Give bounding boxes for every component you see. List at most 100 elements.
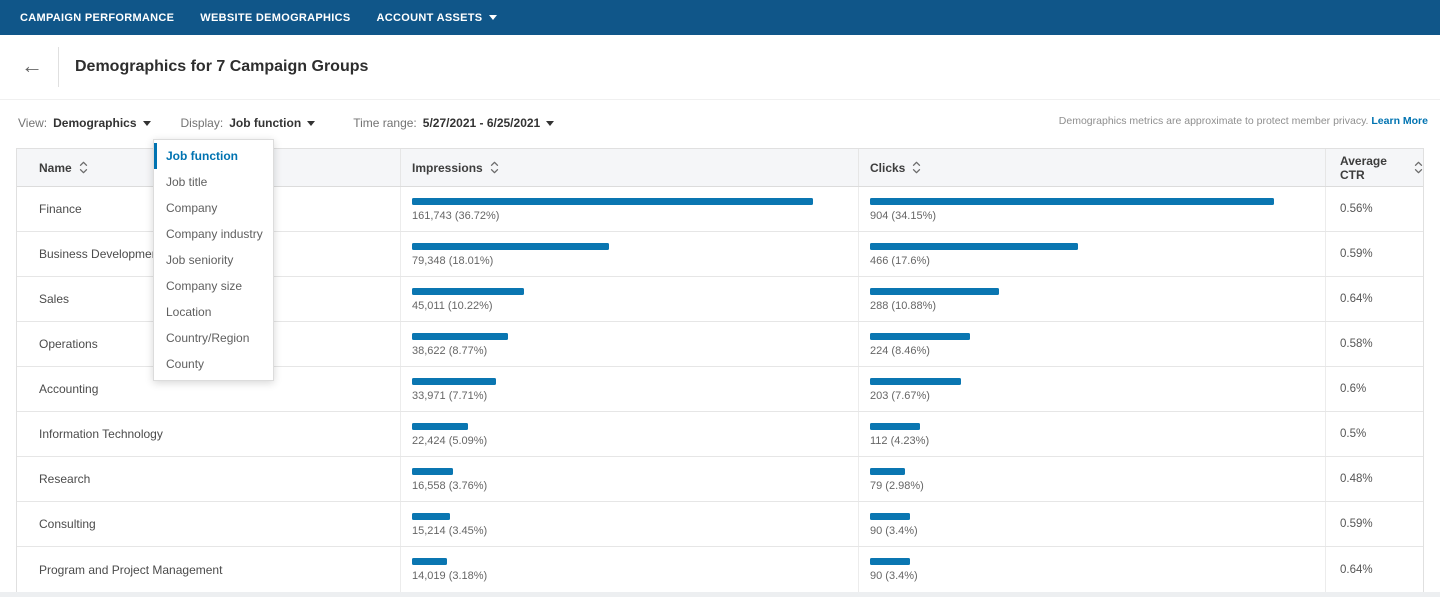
row-impressions-cell: 22,424 (5.09%) — [401, 412, 859, 456]
top-navigation: CAMPAIGN PERFORMANCE WEBSITE DEMOGRAPHICS… — [0, 0, 1440, 35]
dropdown-option-location[interactable]: Location — [166, 305, 212, 319]
row-avg-ctr-cell: 0.56% — [1326, 187, 1423, 231]
dropdown-option-job-title[interactable]: Job title — [166, 175, 208, 189]
avg-ctr-value: 0.59% — [1340, 518, 1373, 530]
table-row[interactable]: Program and Project Management 14,019 (3… — [17, 547, 1423, 592]
nav-item-account-assets[interactable]: ACCOUNT ASSETS — [377, 12, 498, 24]
clicks-bar — [870, 198, 1274, 205]
dropdown-option-county[interactable]: County — [166, 357, 205, 371]
back-arrow-icon[interactable]: ← — [21, 52, 43, 78]
row-name: Finance — [39, 202, 82, 216]
dropdown-option-company[interactable]: Company — [166, 201, 218, 215]
column-header-label: Clicks — [870, 160, 906, 175]
column-header-impressions[interactable]: Impressions — [401, 149, 859, 186]
clicks-value: 90 (3.4%) — [870, 525, 918, 537]
dropdown-option-job-function[interactable]: Job function — [154, 143, 273, 169]
dropdown-option-company-size[interactable]: Company size — [166, 279, 243, 293]
column-header-label: Average CTR — [1340, 153, 1387, 182]
impressions-bar — [412, 333, 508, 340]
table-row[interactable]: Information Technology 22,424 (5.09%) 11… — [17, 412, 1423, 457]
row-name: Research — [39, 472, 91, 486]
row-impressions-cell: 45,011 (10.22%) — [401, 277, 859, 321]
learn-more-link[interactable]: Learn More — [1371, 115, 1428, 127]
nav-item-campaign-performance[interactable]: CAMPAIGN PERFORMANCE — [20, 12, 174, 24]
impressions-bar — [412, 558, 447, 565]
clicks-value: 288 (10.88%) — [870, 300, 937, 312]
row-clicks-cell: 224 (8.46%) — [859, 322, 1326, 366]
impressions-value: 45,011 (10.22%) — [412, 300, 493, 312]
clicks-bar — [870, 423, 920, 430]
page-background-strip — [0, 592, 1440, 597]
page-header: ← Demographics for 7 Campaign Groups — [0, 35, 1440, 100]
column-header-clicks[interactable]: Clicks — [859, 149, 1326, 186]
sort-icon — [912, 161, 921, 174]
sort-icon — [79, 161, 88, 174]
dropdown-option-company-industry[interactable]: Company industry — [166, 227, 263, 241]
row-avg-ctr-cell: 0.58% — [1326, 322, 1423, 366]
nav-item-label: ACCOUNT ASSETS — [376, 11, 483, 24]
impressions-value: 161,743 (36.72%) — [412, 210, 500, 222]
chevron-down-icon — [546, 120, 555, 126]
clicks-bar — [870, 333, 970, 340]
row-name-cell: Operations — [17, 322, 401, 366]
chevron-down-icon — [307, 120, 316, 126]
dropdown-option-job-seniority[interactable]: Job seniority — [166, 253, 234, 267]
sort-icon — [1414, 161, 1423, 174]
filter-bar: View: Demographics Display: Job function… — [0, 112, 1440, 134]
row-clicks-cell: 90 (3.4%) — [859, 502, 1326, 546]
clicks-bar — [870, 513, 911, 520]
nav-item-label: WEBSITE DEMOGRAPHICS — [200, 11, 351, 24]
clicks-value: 224 (8.46%) — [870, 345, 930, 357]
row-name-cell: Consulting — [17, 502, 401, 546]
impressions-value: 14,019 (3.18%) — [412, 570, 488, 582]
table-row[interactable]: Research 16,558 (3.76%) 79 (2.98%) 0.48% — [17, 457, 1423, 502]
sort-icon — [490, 161, 499, 174]
column-header-average-ctr[interactable]: Average CTR — [1326, 149, 1423, 186]
view-filter-dropdown[interactable]: View: Demographics — [18, 116, 151, 130]
table-row[interactable]: Consulting 15,214 (3.45%) 90 (3.4%) 0.59… — [17, 502, 1423, 547]
impressions-value: 38,622 (8.77%) — [412, 345, 488, 357]
page-title: Demographics for 7 Campaign Groups — [75, 58, 369, 75]
row-avg-ctr-cell: 0.6% — [1326, 367, 1423, 411]
chevron-down-icon — [489, 15, 498, 20]
avg-ctr-value: 0.59% — [1340, 248, 1373, 260]
impressions-bar — [412, 243, 609, 250]
time-range-filter-dropdown[interactable]: Time range: 5/27/2021 - 6/25/2021 — [353, 116, 555, 130]
row-impressions-cell: 161,743 (36.72%) — [401, 187, 859, 231]
row-name-cell: Finance — [17, 187, 401, 231]
column-header-label: Name — [39, 160, 72, 175]
row-impressions-cell: 14,019 (3.18%) — [401, 547, 859, 592]
avg-ctr-value: 0.6% — [1340, 383, 1367, 395]
display-filter-label: Display: — [180, 116, 224, 130]
impressions-bar — [412, 198, 813, 205]
avg-ctr-value: 0.56% — [1340, 203, 1373, 215]
impressions-value: 15,214 (3.45%) — [412, 525, 488, 537]
row-name: Accounting — [39, 382, 99, 396]
impressions-bar — [412, 468, 453, 475]
nav-item-website-demographics[interactable]: WEBSITE DEMOGRAPHICS — [200, 12, 350, 24]
clicks-value: 203 (7.67%) — [870, 390, 930, 402]
row-clicks-cell: 904 (34.15%) — [859, 187, 1326, 231]
row-avg-ctr-cell: 0.59% — [1326, 232, 1423, 276]
clicks-value: 79 (2.98%) — [870, 480, 924, 492]
impressions-bar — [412, 288, 524, 295]
row-name-cell: Information Technology — [17, 412, 401, 456]
row-impressions-cell: 38,622 (8.77%) — [401, 322, 859, 366]
display-filter-dropdown[interactable]: Display: Job function — [181, 116, 316, 130]
impressions-value: 22,424 (5.09%) — [412, 435, 488, 447]
row-name: Program and Project Management — [39, 562, 223, 577]
nav-item-label: CAMPAIGN PERFORMANCE — [20, 11, 175, 24]
impressions-bar — [412, 423, 468, 430]
clicks-value: 90 (3.4%) — [870, 570, 918, 582]
row-avg-ctr-cell: 0.64% — [1326, 547, 1423, 592]
row-name-cell: Program and Project Management — [17, 547, 401, 592]
avg-ctr-value: 0.5% — [1340, 428, 1367, 440]
row-clicks-cell: 79 (2.98%) — [859, 457, 1326, 501]
dropdown-option-country-region[interactable]: Country/Region — [166, 331, 250, 345]
row-impressions-cell: 16,558 (3.76%) — [401, 457, 859, 501]
column-header-name[interactable]: Name — [17, 149, 401, 186]
row-name-cell: Research — [17, 457, 401, 501]
column-header-label: Impressions — [412, 160, 483, 175]
row-name: Consulting — [39, 517, 96, 531]
clicks-bar — [870, 468, 906, 475]
